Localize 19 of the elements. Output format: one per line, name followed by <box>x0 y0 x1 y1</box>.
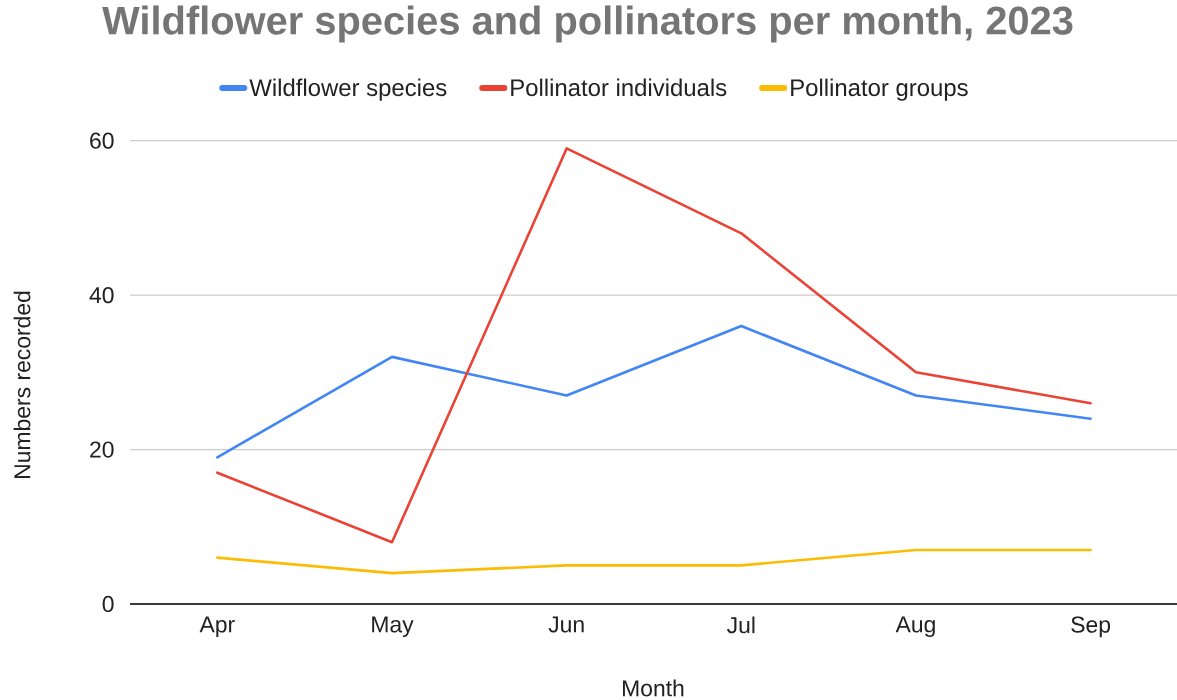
x-tick-label: Sep <box>1071 616 1111 638</box>
chart-title: Wildflower species and pollinators per month, 2023 <box>102 5 1073 43</box>
y-tick-label: 40 <box>89 287 114 304</box>
y-tick-label: 60 <box>90 132 114 149</box>
legend-label: Pollinator groups <box>791 78 968 101</box>
x-tick-label: Jun <box>548 616 584 633</box>
legend-label: Pollinator individuals <box>511 78 727 97</box>
x-tick-label: Jul <box>727 616 755 634</box>
line-series <box>216 548 1092 575</box>
y-tick-label: 0 <box>102 595 114 613</box>
y-axis-title: Numbers recorded <box>13 291 31 478</box>
line-series <box>216 147 1092 544</box>
legend-label: Wildflower species <box>249 78 447 101</box>
x-axis-title: Month <box>623 679 684 697</box>
y-tick-label: 20 <box>90 441 114 458</box>
x-tick-label: Aug <box>895 616 935 638</box>
x-tick-label: May <box>372 616 414 638</box>
x-tick-label: Apr <box>199 616 235 638</box>
line-series <box>216 324 1092 459</box>
